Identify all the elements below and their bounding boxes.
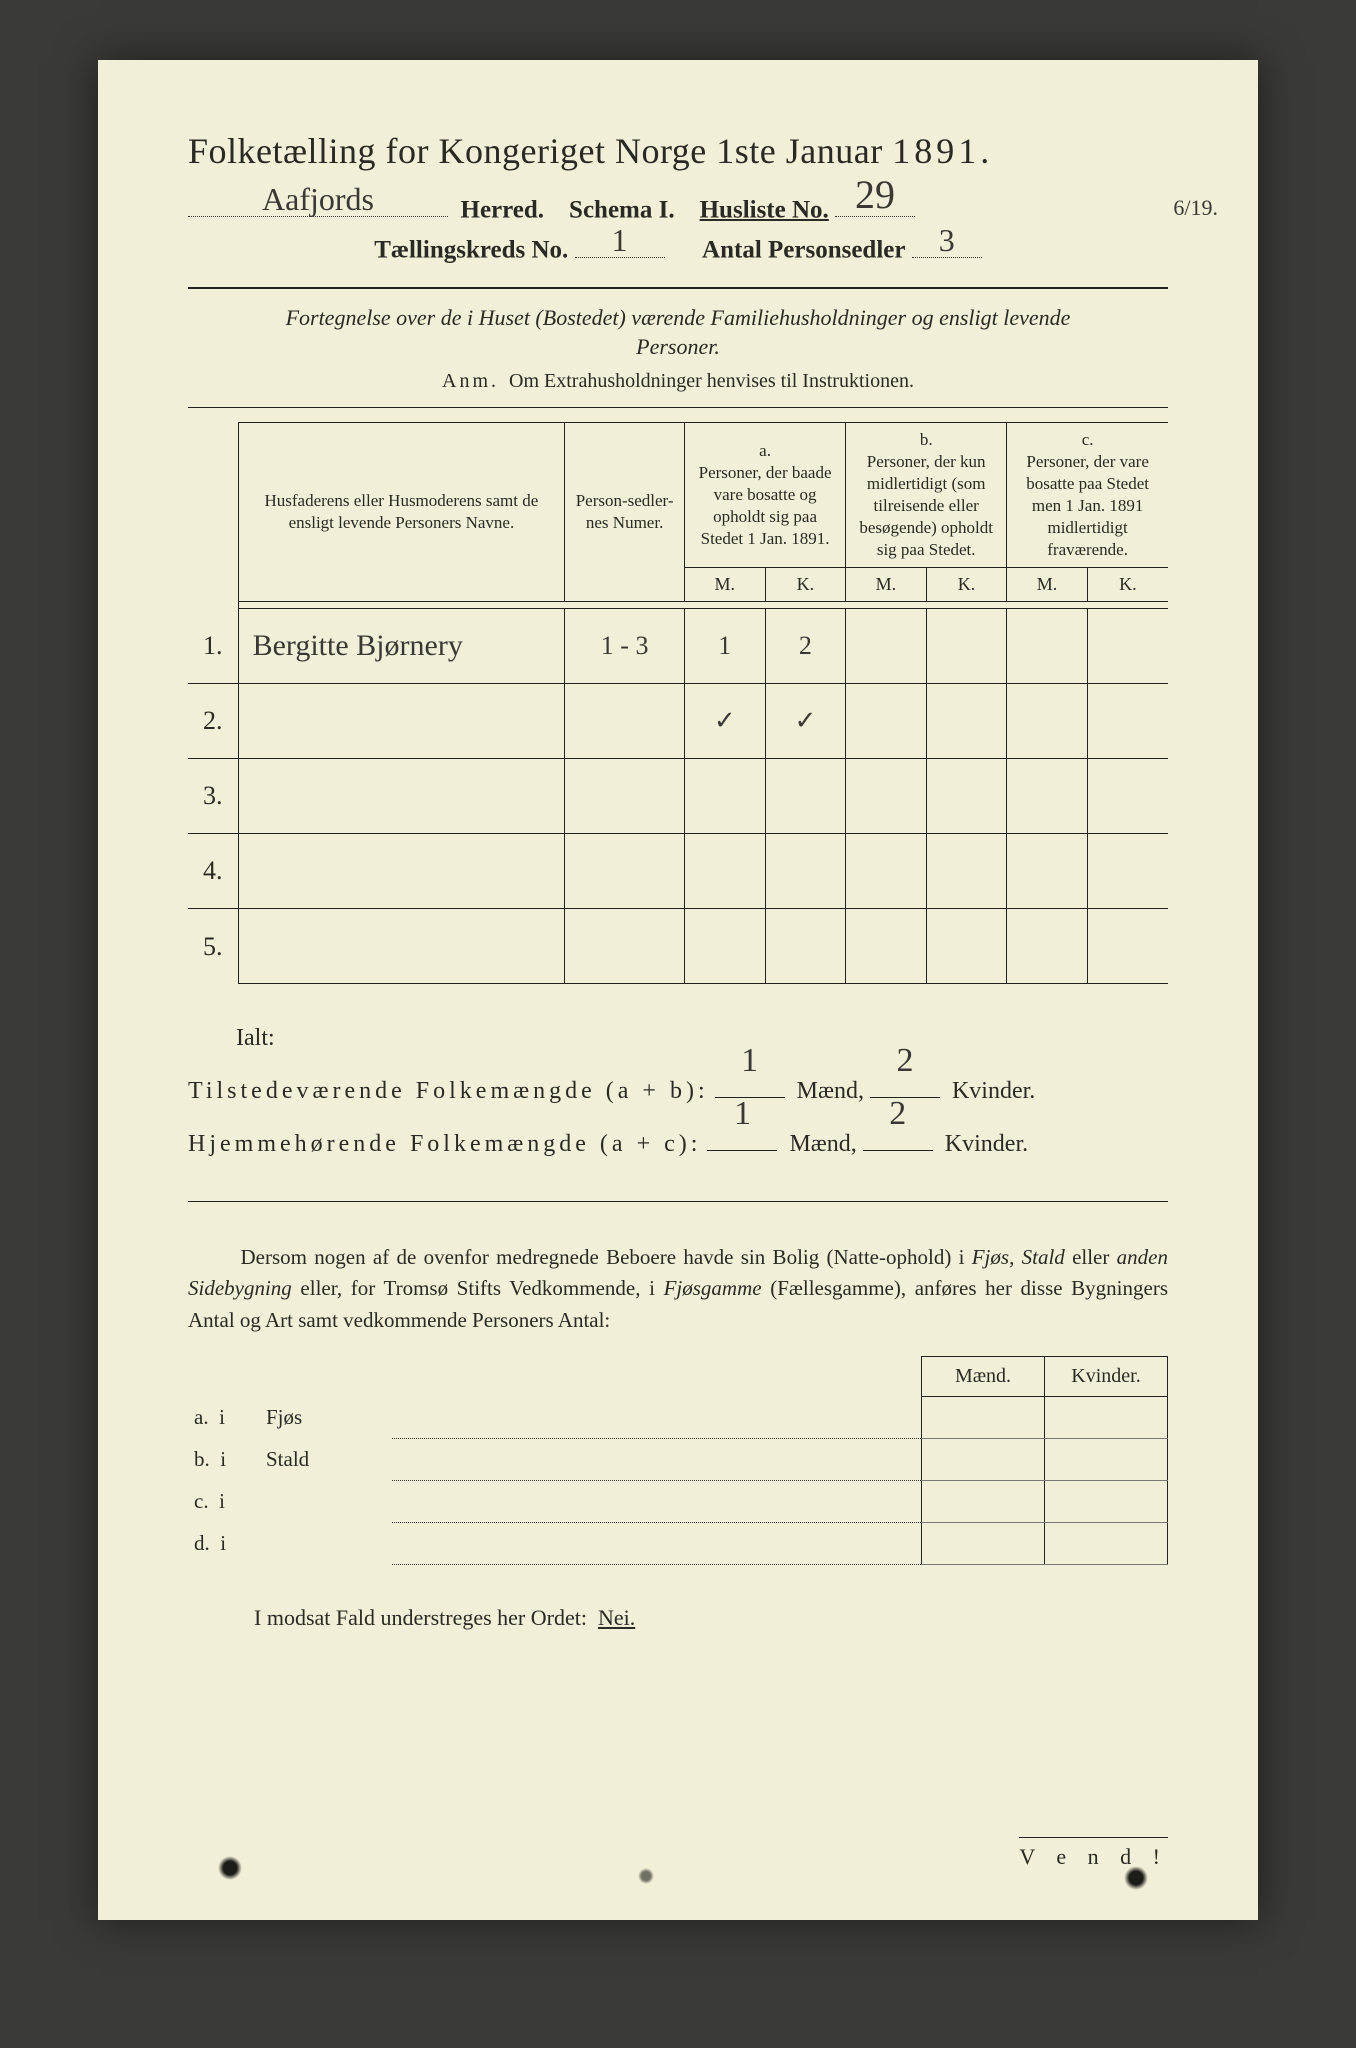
sidebygning-paragraph: Dersom nogen af de ovenfor medregnede Be… (188, 1242, 1168, 1337)
sidebuild-row: a. iFjøs (188, 1397, 1168, 1439)
col-b-text: Personer, der kun midlertidigt (som tilr… (854, 451, 998, 561)
table-row: 1.Bergitte Bjørnery1 - 312 (188, 609, 1168, 684)
anm-label: Anm. (442, 370, 499, 392)
table-row: 2.✓✓ (188, 684, 1168, 759)
summary-block: Ialt: Tilstedeværende Folkemængde (a + b… (188, 1012, 1168, 1170)
kvinder-1: Kvinder. (952, 1078, 1035, 1104)
maend-1: Mænd, (797, 1078, 864, 1104)
col-sedler: Person-sedler-nes Numer. (565, 422, 685, 602)
col-c: c. Personer, der vare bosatte paa Stedet… (1007, 422, 1168, 568)
kreds-value: 1 (575, 222, 665, 259)
kreds-label: Tællingskreds No. (374, 237, 568, 264)
col-b: b. Personer, der kun midlertidigt (som t… (846, 422, 1007, 568)
mk-b-m: M. (846, 568, 927, 602)
herred-field: Aafjords (188, 190, 448, 217)
sb-head-m: Mænd. (922, 1357, 1045, 1397)
herred-label: Herred. (461, 196, 545, 223)
husliste-label: Husliste No. (700, 196, 829, 223)
page-title: Folketælling for Kongeriget Norge 1ste J… (188, 130, 1168, 172)
sum2-m: 1 (707, 1077, 777, 1152)
personsedler-field: 3 (912, 230, 982, 257)
personsedler-label: Antal Personsedler (702, 237, 905, 264)
col-c-label: c. (1015, 429, 1160, 451)
sidebuild-row: d. i (188, 1522, 1168, 1564)
sum2-k: 2 (863, 1077, 933, 1152)
rule-above-table (188, 407, 1168, 408)
header-row-1: Aafjords Herred. Schema I. Husliste No. … (188, 190, 1168, 224)
footer-nei: Nei. (598, 1605, 635, 1630)
table-row: 4. (188, 834, 1168, 909)
sidebuild-body: a. iFjøs b. iStald c. i d. i (188, 1397, 1168, 1565)
col-b-label: b. (854, 429, 998, 451)
kvinder-2: Kvinder. (945, 1131, 1028, 1157)
footer-line: I modsat Fald understreges her Ordet: Ne… (188, 1605, 1168, 1631)
vend-label: V e n d ! (1019, 1837, 1168, 1870)
sb-head-k: Kvinder. (1045, 1357, 1168, 1397)
summary-line2-label: Hjemmehørende Folkemængde (a + c): (188, 1131, 701, 1157)
margin-note: 6/19. (1173, 195, 1218, 221)
intro-text: Fortegnelse over de i Huset (Bostedet) v… (248, 303, 1108, 362)
sidebuild-row: b. iStald (188, 1438, 1168, 1480)
sidebuild-block: Mænd. Kvinder. a. iFjøs b. iStald c. i d… (188, 1356, 1168, 1565)
footer-text: I modsat Fald understreges her Ordet: (254, 1605, 587, 1630)
rule-top (188, 287, 1168, 289)
ink-smudge (1124, 1866, 1148, 1890)
anm-text: Om Extrahusholdninger henvises til Instr… (509, 370, 914, 392)
husliste-field: 29 (835, 190, 915, 217)
kreds-field: 1 (575, 230, 665, 257)
col-a-text: Personer, der baade vare bosatte og opho… (693, 462, 837, 550)
mk-c-k: K. (1087, 568, 1168, 602)
anm-line: Anm. Om Extrahusholdninger henvises til … (188, 370, 1168, 393)
herred-value: Aafjords (188, 181, 448, 218)
table-row: 5. (188, 909, 1168, 984)
summary-line-2: Hjemmehørende Folkemængde (a + c): 1 Mæn… (188, 1118, 1168, 1171)
rule-mid (188, 1201, 1168, 1202)
mk-c-m: M. (1007, 568, 1088, 602)
table-body: 1.Bergitte Bjørnery1 - 3122.✓✓3.4.5. (188, 609, 1168, 984)
col-a: a. Personer, der baade vare bosatte og o… (685, 422, 846, 568)
title-text: Folketælling for Kongeriget Norge 1ste J… (188, 131, 883, 171)
title-year: 1891. (892, 131, 993, 171)
personsedler-value: 3 (912, 222, 982, 259)
summary-line-1: Tilstedeværende Folkemængde (a + b): 1 M… (188, 1065, 1168, 1118)
sum2-k-field: 2 (863, 1122, 933, 1151)
mk-a-k: K. (765, 568, 846, 602)
maend-2: Mænd, (789, 1131, 856, 1157)
header-row-2: Tællingskreds No. 1 Antal Personsedler 3 (188, 230, 1168, 264)
husliste-value: 29 (835, 171, 915, 218)
household-table: Husfaderens eller Husmoderens samt de en… (188, 422, 1168, 985)
table-row: 3. (188, 759, 1168, 834)
ink-smudge (638, 1868, 654, 1884)
mk-a-m: M. (685, 568, 766, 602)
sidebuild-row: c. i (188, 1480, 1168, 1522)
summary-line1-label: Tilstedeværende Folkemængde (a + b): (188, 1078, 709, 1104)
schema-label: Schema I. (569, 196, 675, 223)
col-a-label: a. (693, 440, 837, 462)
col-c-text: Personer, der vare bosatte paa Stedet me… (1015, 451, 1160, 561)
ink-smudge (218, 1856, 242, 1880)
mk-b-k: K. (926, 568, 1007, 602)
sum2-m-field: 1 (707, 1122, 777, 1151)
census-form-page: Folketælling for Kongeriget Norge 1ste J… (98, 60, 1258, 1920)
col-name: Husfaderens eller Husmoderens samt de en… (238, 422, 565, 602)
ialt-label: Ialt: (188, 1012, 1168, 1065)
